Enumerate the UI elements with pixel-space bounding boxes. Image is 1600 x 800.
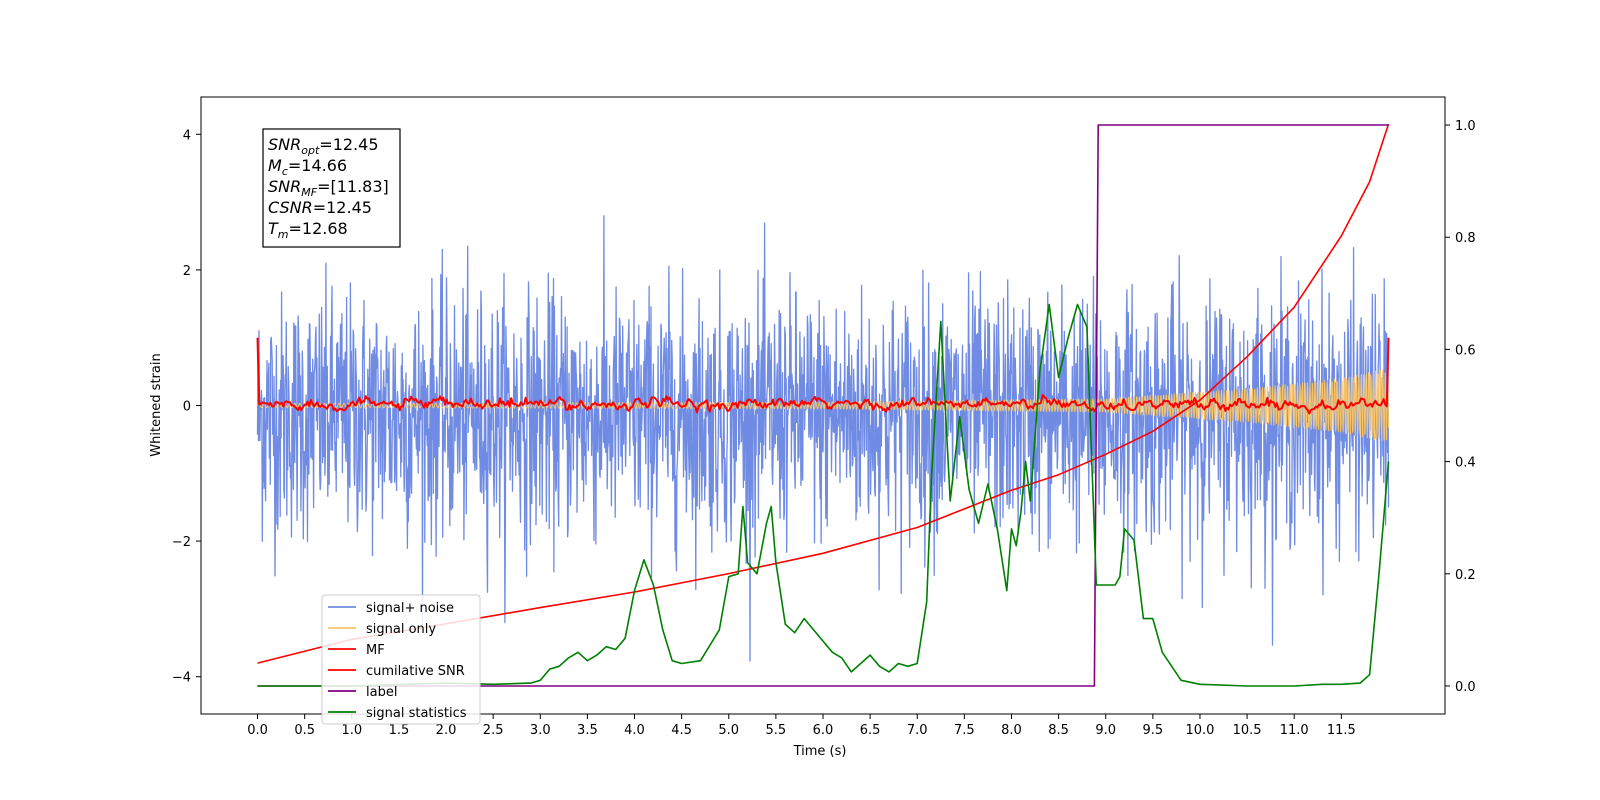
stats-line: Tm=12.68 bbox=[268, 219, 348, 241]
x-tick-label: 0.0 bbox=[247, 723, 268, 738]
x-tick-label: 11.0 bbox=[1280, 723, 1309, 738]
y2-tick-label: 0.4 bbox=[1455, 456, 1476, 471]
stats-box-frame bbox=[262, 128, 401, 248]
y2-tick-label: 0.8 bbox=[1455, 231, 1476, 246]
stats-sub: m bbox=[278, 228, 289, 241]
series-cumilative-snr bbox=[257, 123, 1390, 664]
series-mf bbox=[256, 337, 1390, 415]
y-axis-right: 0.0 0.2 0.4 0.6 0.8 1.0 bbox=[1445, 119, 1476, 695]
stats-value: =12.68 bbox=[289, 219, 348, 238]
series-layer bbox=[256, 123, 1390, 687]
stats-value: =14.66 bbox=[288, 156, 347, 175]
x-tick-label: 7.5 bbox=[954, 723, 975, 738]
x-tick-label: 4.0 bbox=[624, 723, 645, 738]
stats-line: CSNR=12.45 bbox=[268, 198, 372, 217]
stats-annotation-box: SNRopt=12.45Mc=14.66SNRMF=[11.83]CSNR=12… bbox=[262, 128, 401, 248]
legend: signal+ noise signal only MF cumilative SNR… bbox=[321, 594, 481, 725]
series-signal-statistics bbox=[257, 303, 1390, 687]
x-tick-label: 1.0 bbox=[341, 723, 362, 738]
y2-tick-label: 0.6 bbox=[1455, 343, 1476, 358]
x-tick-label: 1.5 bbox=[389, 723, 410, 738]
y-tick-label: 2 bbox=[183, 264, 191, 279]
series-signal-noise bbox=[256, 215, 1390, 662]
stats-value: =12.45 bbox=[319, 135, 378, 154]
stats-line: SNRMF=[11.83] bbox=[268, 177, 389, 199]
x-tick-label: 3.0 bbox=[530, 723, 551, 738]
legend-frame bbox=[321, 594, 481, 725]
y2-tick-label: 0.2 bbox=[1455, 568, 1476, 583]
x-tick-label: 10.0 bbox=[1185, 723, 1214, 738]
stats-var: SNR bbox=[268, 135, 301, 154]
x-tick-label: 4.5 bbox=[671, 723, 692, 738]
legend-label: cumilative SNR bbox=[366, 664, 465, 679]
y-axis-left: −4 −2 0 2 4 bbox=[172, 128, 201, 686]
legend-label: label bbox=[366, 685, 397, 700]
legend-label: MF bbox=[366, 643, 385, 658]
stats-var: T bbox=[268, 219, 279, 238]
stats-value: =12.45 bbox=[313, 198, 372, 217]
y-tick-label: 4 bbox=[183, 128, 191, 143]
stats-var: M bbox=[268, 156, 282, 175]
stats-sub: c bbox=[282, 165, 288, 178]
stats-sub: opt bbox=[301, 144, 320, 157]
x-tick-label: 2.5 bbox=[483, 723, 504, 738]
x-tick-label: 8.0 bbox=[1001, 723, 1022, 738]
legend-label: signal statistics bbox=[366, 706, 467, 721]
stats-sub: MF bbox=[301, 186, 317, 199]
x-tick-label: 10.5 bbox=[1233, 723, 1262, 738]
x-tick-label: 6.5 bbox=[860, 723, 881, 738]
x-tick-label: 5.0 bbox=[718, 723, 739, 738]
stats-var: CSNR bbox=[268, 198, 313, 217]
x-tick-label: 3.5 bbox=[577, 723, 598, 738]
x-tick-label: 9.5 bbox=[1143, 723, 1164, 738]
x-tick-label: 6.0 bbox=[813, 723, 834, 738]
stats-line: Mc=14.66 bbox=[268, 156, 347, 178]
x-tick-label: 5.5 bbox=[766, 723, 787, 738]
y-tick-label: −4 bbox=[172, 671, 191, 686]
y-tick-label: −2 bbox=[172, 535, 191, 550]
y2-tick-label: 0.0 bbox=[1455, 680, 1476, 695]
stats-value: =[11.83] bbox=[317, 177, 389, 196]
x-tick-label: 11.5 bbox=[1327, 723, 1356, 738]
y2-tick-label: 1.0 bbox=[1455, 119, 1476, 134]
x-tick-label: 9.0 bbox=[1095, 723, 1116, 738]
y-tick-label: 0 bbox=[183, 400, 191, 415]
series-label bbox=[257, 124, 1389, 687]
stats-var: SNR bbox=[268, 177, 301, 196]
x-tick-label: 0.5 bbox=[294, 723, 315, 738]
y-axis-label: Whitened strain bbox=[149, 353, 164, 456]
stats-line: SNRopt=12.45 bbox=[268, 135, 379, 157]
x-tick-label: 7.0 bbox=[907, 723, 928, 738]
x-tick-label: 2.0 bbox=[436, 723, 457, 738]
x-tick-label: 8.5 bbox=[1048, 723, 1069, 738]
x-axis-label: Time (s) bbox=[793, 744, 847, 759]
x-axis: 0.0 0.5 1.0 1.5 2.0 2.5 3.0 3.5 4.0 4.5 5.0 5.5 6.0 6… bbox=[247, 714, 1356, 738]
legend-label: signal only bbox=[366, 622, 436, 637]
legend-label: signal+ noise bbox=[366, 601, 454, 616]
